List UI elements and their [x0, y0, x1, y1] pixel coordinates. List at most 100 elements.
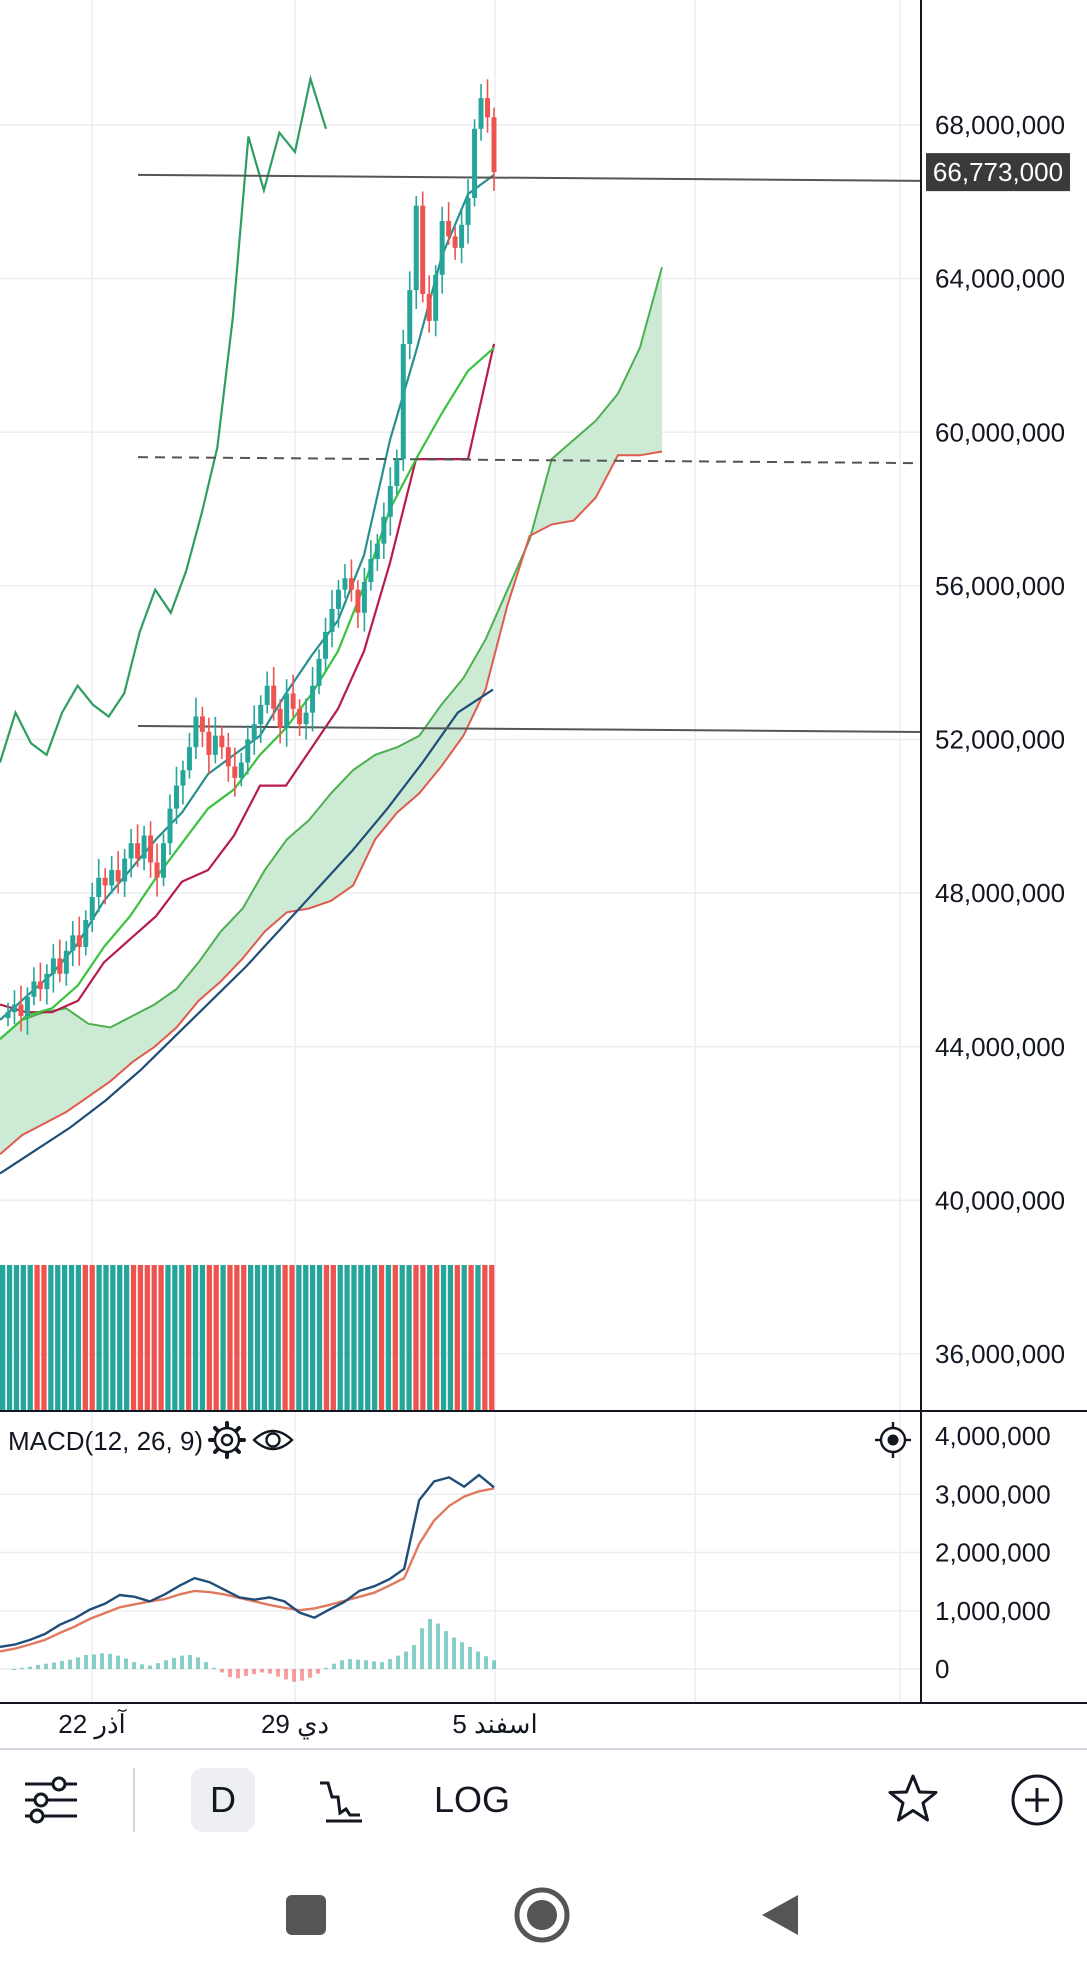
volume-bar: [137, 1265, 144, 1410]
back-button[interactable]: [730, 1850, 830, 1980]
candle-body: [180, 770, 186, 786]
volume-bar: [6, 1265, 13, 1410]
macd-hist-bar: [220, 1669, 224, 1673]
volume-bar: [234, 1265, 240, 1410]
candle-body: [122, 858, 128, 882]
macd-hist-bar: [20, 1667, 24, 1669]
volume-bar: [275, 1265, 281, 1410]
leading-span-a: [0, 266, 663, 1040]
candle-body: [37, 981, 43, 990]
toolbar-divider: [133, 1768, 135, 1832]
volume-bar: [213, 1265, 219, 1410]
macd-tick-label: 4,000,000: [935, 1421, 1051, 1451]
macd-hist-bar: [52, 1662, 56, 1669]
cloud-fill: [0, 267, 662, 1155]
candle-body: [154, 862, 160, 878]
volume-bar: [48, 1265, 54, 1410]
macd-hist-bar: [60, 1660, 64, 1669]
macd-hist-bar: [276, 1669, 280, 1677]
macd-hist-bar: [148, 1665, 152, 1669]
volume-bar: [227, 1265, 233, 1410]
volume-bar: [110, 1265, 116, 1410]
volume-bar: [144, 1265, 150, 1410]
candle-body: [400, 343, 406, 460]
lagging-span-line: [0, 74, 328, 763]
macd-hist-bar: [340, 1660, 344, 1669]
chart-type-button[interactable]: [308, 1750, 374, 1850]
volume-bar: [248, 1265, 254, 1410]
candle-body: [342, 578, 348, 590]
indicator-lines: [0, 74, 496, 1175]
volume-bar: [96, 1265, 102, 1410]
volume-bar: [254, 1265, 261, 1410]
add-button[interactable]: [1002, 1750, 1072, 1850]
macd-hist-bar: [252, 1669, 256, 1675]
horizontal-line[interactable]: [137, 456, 922, 465]
favorite-button[interactable]: [880, 1750, 946, 1850]
candle-body: [277, 708, 283, 728]
volume-bar: [289, 1265, 295, 1410]
candle-body: [115, 870, 121, 882]
candle-body: [18, 1004, 24, 1017]
price-axis[interactable]: 68,000,000 64,000,000 60,000,000 56,000,000…: [935, 110, 1065, 1369]
volume-bar: [124, 1265, 130, 1410]
candle-body: [348, 578, 354, 590]
macd-hist-bar: [124, 1658, 128, 1669]
chart-type-icon: [320, 1781, 362, 1823]
volume-bar: [310, 1265, 316, 1410]
macd-hist-bar: [412, 1645, 416, 1669]
candle-body: [63, 950, 69, 974]
volume-bar: [434, 1265, 440, 1410]
macd-hist-bar: [188, 1655, 192, 1669]
leading-span-b: [0, 450, 663, 1156]
volume-bar: [103, 1265, 109, 1410]
horizontal-line[interactable]: [137, 173, 922, 182]
price-tick-label: 68,000,000: [935, 110, 1065, 140]
volume-bar: [0, 1265, 6, 1410]
macd-histogram: [12, 1618, 496, 1682]
macd-hist-bar: [444, 1631, 448, 1669]
macd-hist-bar: [380, 1662, 384, 1669]
recent-apps-button[interactable]: [256, 1850, 356, 1980]
candle-body: [199, 716, 205, 732]
indicator-settings-button[interactable]: [18, 1750, 84, 1850]
home-button[interactable]: [492, 1850, 592, 1980]
candle-body: [232, 766, 238, 778]
candle-body: [76, 935, 82, 947]
macd-hist-bar: [92, 1654, 96, 1669]
macd-hist-bar: [164, 1660, 168, 1669]
volume-bar: [117, 1265, 123, 1410]
target-icon[interactable]: [875, 1422, 911, 1458]
candle-body: [11, 1004, 17, 1013]
volume-bar: [475, 1265, 481, 1410]
volume-bar: [27, 1265, 33, 1410]
horizontal-line[interactable]: [137, 724, 922, 733]
macd-hist-bar: [236, 1669, 240, 1679]
gear-icon[interactable]: [208, 1421, 246, 1459]
macd-hist-bar: [300, 1669, 304, 1681]
eye-icon[interactable]: [252, 1429, 294, 1451]
candle-body: [238, 762, 244, 778]
volume-bar: [62, 1265, 68, 1410]
volume-bars: [0, 1265, 495, 1410]
candle-body: [284, 693, 290, 728]
candle-body: [465, 197, 471, 225]
log-scale-button[interactable]: LOG: [432, 1750, 512, 1850]
candle-body: [57, 958, 63, 974]
volume-bar: [461, 1265, 467, 1410]
candle-body: [407, 290, 413, 344]
current-price-label: 66,773,000: [933, 157, 1063, 187]
volume-bar: [358, 1265, 364, 1410]
interval-button[interactable]: D: [190, 1750, 256, 1850]
candle-body: [329, 608, 335, 632]
volume-bar: [482, 1265, 488, 1410]
macd-hist-bar: [476, 1651, 480, 1669]
candle-body: [258, 704, 264, 725]
candle-body: [264, 685, 270, 705]
candle-body: [219, 735, 225, 748]
candle-body: [387, 486, 393, 517]
price-tick-label: 44,000,000: [935, 1032, 1065, 1062]
macd-hist-bar: [348, 1659, 352, 1669]
macd-hist-bar: [316, 1669, 320, 1674]
